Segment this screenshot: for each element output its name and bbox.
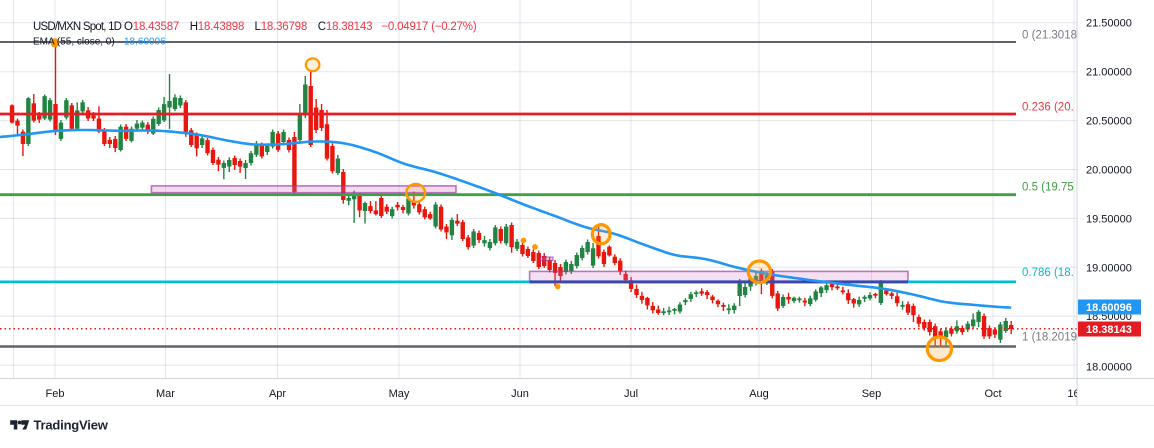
svg-text:18.00000: 18.00000: [1086, 361, 1132, 373]
svg-text:TradingView: TradingView: [34, 418, 109, 433]
svg-text:H18.43898: H18.43898: [190, 21, 244, 33]
svg-text:20.50000: 20.50000: [1086, 116, 1132, 128]
svg-text:Feb: Feb: [46, 388, 65, 400]
svg-text:C18.38143: C18.38143: [318, 21, 372, 33]
svg-text:21.50000: 21.50000: [1086, 18, 1132, 30]
svg-text:0.236 (20.: 0.236 (20.: [1022, 102, 1074, 114]
svg-text:18.60096: 18.60096: [124, 37, 166, 48]
svg-text:Sep: Sep: [862, 388, 882, 400]
svg-text:18.38143: 18.38143: [1086, 324, 1132, 336]
svg-text:18.60096: 18.60096: [1086, 302, 1132, 314]
svg-text:0 (21.3018: 0 (21.3018: [1022, 30, 1077, 42]
svg-text:May: May: [389, 388, 410, 400]
svg-text:L18.36798: L18.36798: [255, 21, 308, 33]
svg-text:19.00000: 19.00000: [1086, 262, 1132, 274]
svg-text:Apr: Apr: [269, 388, 286, 400]
svg-text:Aug: Aug: [749, 388, 769, 400]
svg-text:1 (18.2019: 1 (18.2019: [1022, 332, 1077, 344]
svg-text:USD/MXN Spot, 1D: USD/MXN Spot, 1D: [33, 21, 122, 33]
svg-text:Jul: Jul: [624, 388, 638, 400]
svg-text:Mar: Mar: [156, 388, 175, 400]
svg-text:O18.43587: O18.43587: [124, 21, 179, 33]
svg-text:0.5 (19.75: 0.5 (19.75: [1022, 182, 1074, 194]
svg-text:0.786 (18.: 0.786 (18.: [1022, 267, 1074, 279]
svg-text:−0.04917 (−0.27%): −0.04917 (−0.27%): [381, 21, 476, 33]
svg-text:Jun: Jun: [511, 388, 529, 400]
svg-text:21.00000: 21.00000: [1086, 67, 1132, 79]
svg-text:20.00000: 20.00000: [1086, 165, 1132, 177]
svg-text:EMA (55, close, 0): EMA (55, close, 0): [33, 37, 115, 48]
svg-text:19.50000: 19.50000: [1086, 213, 1132, 225]
svg-text:Oct: Oct: [984, 388, 1001, 400]
